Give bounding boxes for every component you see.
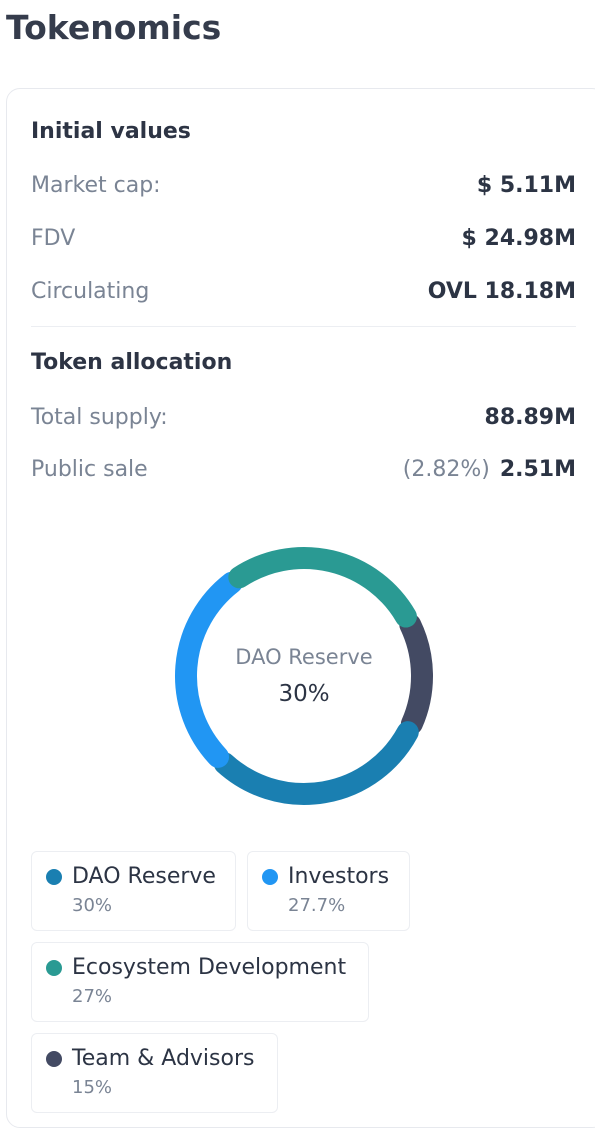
market-cap-value: $ 5.11M [476,173,576,198]
fdv-value: $ 24.98M [461,226,576,251]
donut-center-label: DAO Reserve [235,645,373,669]
page-title: Tokenomics [6,8,222,47]
circulating-row: Circulating OVL 18.18M [31,279,576,304]
initial-values-heading: Initial values [31,119,191,144]
donut-slice-team-advisors[interactable] [399,613,433,735]
team-advisors-dot-icon [46,1050,62,1067]
allocation-donut-chart: DAO Reserve 30% [172,544,436,808]
public-sale-row: Public sale (2.82%) 2.51M [31,457,576,482]
legend-label: Team & Advisors [72,1046,255,1071]
token-allocation-heading: Token allocation [31,350,233,375]
tokenomics-card: Initial values Market cap: $ 5.11M FDV $… [6,88,595,1128]
fdv-label: FDV [31,226,76,251]
total-supply-label: Total supply: [31,405,168,430]
donut-center: DAO Reserve 30% [172,544,436,808]
dao-reserve-dot-icon [46,868,62,885]
legend-percent: 15% [72,1077,113,1098]
legend-percent: 30% [72,895,113,916]
circulating-value: OVL 18.18M [427,279,576,304]
donut-slice-dao-reserve[interactable] [213,721,419,805]
donut-slice-ecosystem-development[interactable] [228,547,417,628]
fdv-row: FDV $ 24.98M [31,226,576,251]
legend-item-ecosystem-development[interactable]: Ecosystem Development 27% [31,942,369,1022]
legend-percent: 27% [72,986,113,1007]
circulating-label: Circulating [31,279,150,304]
market-cap-row: Market cap: $ 5.11M [31,173,576,198]
section-divider [31,326,576,327]
donut-center-value: 30% [278,681,330,707]
donut-slice-investors[interactable] [175,571,243,768]
total-supply-value: 88.89M [484,405,576,430]
legend-item-team-advisors[interactable]: Team & Advisors 15% [31,1033,278,1113]
public-sale-label: Public sale [31,457,148,482]
legend-label: DAO Reserve [72,864,216,889]
legend-label: Investors [288,864,390,889]
donut-svg [175,547,433,805]
public-sale-value: 2.51M [499,457,576,482]
legend-item-dao-reserve[interactable]: DAO Reserve 30% [31,851,236,931]
legend-percent: 27.7% [288,895,346,916]
legend-label: Ecosystem Development [72,955,347,980]
market-cap-label: Market cap: [31,173,161,198]
legend-item-investors[interactable]: Investors 27.7% [247,851,410,931]
public-sale-percent: (2.82%) [402,457,490,482]
investors-dot-icon [262,868,278,885]
total-supply-row: Total supply: 88.89M [31,405,576,430]
ecosystem-development-dot-icon [46,959,62,976]
